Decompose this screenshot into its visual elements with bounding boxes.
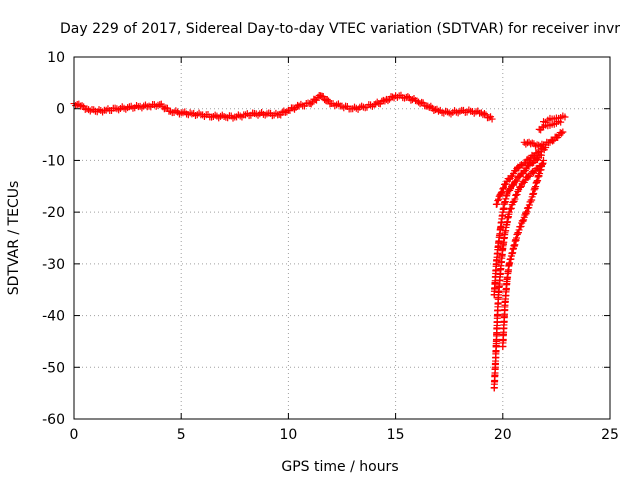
data-point-marker	[525, 138, 533, 146]
data-point-marker	[517, 222, 525, 230]
data-point-marker	[516, 183, 524, 191]
axis-ticks: 0 5 10 15 20 25 10 0 -10 -20 -30 -40 -50 -60	[42, 50, 619, 443]
x-tick-label: 15	[387, 427, 405, 443]
y-axis-label: SDTVAR / TECUs	[6, 181, 22, 296]
data-point-marker	[523, 208, 531, 216]
data-series	[70, 91, 569, 392]
data-point-marker	[512, 191, 520, 199]
data-point-marker	[480, 109, 488, 117]
data-point-marker	[163, 104, 171, 112]
data-point-marker	[558, 129, 566, 137]
data-point-marker	[502, 180, 510, 188]
data-point-marker	[507, 205, 515, 213]
data-point-marker	[280, 107, 288, 115]
data-point-marker	[430, 106, 438, 114]
data-point-marker	[511, 195, 519, 203]
data-point-marker	[373, 98, 381, 106]
series-late-segment	[520, 128, 567, 150]
data-point-marker	[493, 200, 501, 208]
data-point-marker	[557, 118, 565, 126]
data-point-marker	[384, 97, 392, 105]
data-point-marker	[319, 93, 327, 101]
chart-title: Day 229 of 2017, Sidereal Day-to-day VTE…	[60, 21, 620, 37]
x-tick-label: 0	[70, 427, 79, 443]
series-curve-c	[492, 144, 550, 208]
data-point-marker	[289, 104, 297, 112]
data-point-marker	[525, 201, 533, 209]
y-tick-label: -60	[42, 412, 65, 428]
data-point-marker	[535, 149, 543, 157]
y-tick-label: -40	[42, 309, 65, 325]
data-point-marker	[283, 108, 291, 116]
data-point-marker	[425, 103, 433, 111]
data-point-marker	[78, 102, 86, 110]
y-tick-label: -50	[42, 360, 65, 376]
data-point-marker	[549, 137, 557, 145]
data-point-marker	[522, 159, 530, 167]
series-daytime-trend	[70, 91, 496, 123]
x-tick-label: 5	[177, 427, 186, 443]
x-axis-label: GPS time / hours	[281, 459, 398, 475]
y-tick-label: -30	[42, 257, 65, 273]
series-curve-a	[490, 162, 545, 392]
data-point-marker	[513, 177, 521, 185]
data-point-marker	[498, 188, 506, 196]
y-tick-label: 0	[56, 102, 65, 118]
data-point-marker	[540, 156, 548, 164]
data-point-marker	[500, 184, 508, 192]
x-tick-label: 20	[494, 427, 512, 443]
data-point-marker	[505, 208, 513, 216]
data-point-marker	[519, 217, 527, 225]
data-point-marker	[494, 197, 502, 205]
data-point-marker	[559, 128, 567, 136]
series-curve-d	[499, 156, 548, 351]
series-late-lower	[535, 117, 565, 134]
x-tick-label: 25	[601, 427, 619, 443]
data-point-marker	[323, 95, 331, 103]
data-point-marker	[528, 139, 536, 147]
x-tick-label: 10	[279, 427, 297, 443]
data-point-marker	[561, 113, 569, 121]
data-point-marker	[488, 115, 496, 123]
data-point-marker	[507, 204, 515, 212]
y-tick-label: -20	[42, 205, 65, 221]
y-tick-label: 10	[47, 50, 65, 66]
series-curve-b	[490, 151, 545, 299]
data-point-marker	[416, 100, 424, 108]
data-point-marker	[526, 172, 534, 180]
data-point-marker	[538, 140, 546, 148]
plot-frame	[73, 56, 611, 420]
data-point-marker	[513, 191, 521, 199]
data-point-marker	[521, 167, 529, 175]
y-tick-label: -10	[42, 153, 65, 169]
data-point-marker	[497, 189, 505, 197]
data-point-marker	[408, 96, 416, 104]
data-point-marker	[485, 114, 493, 122]
data-point-marker	[499, 185, 507, 193]
data-point-marker	[404, 93, 412, 101]
